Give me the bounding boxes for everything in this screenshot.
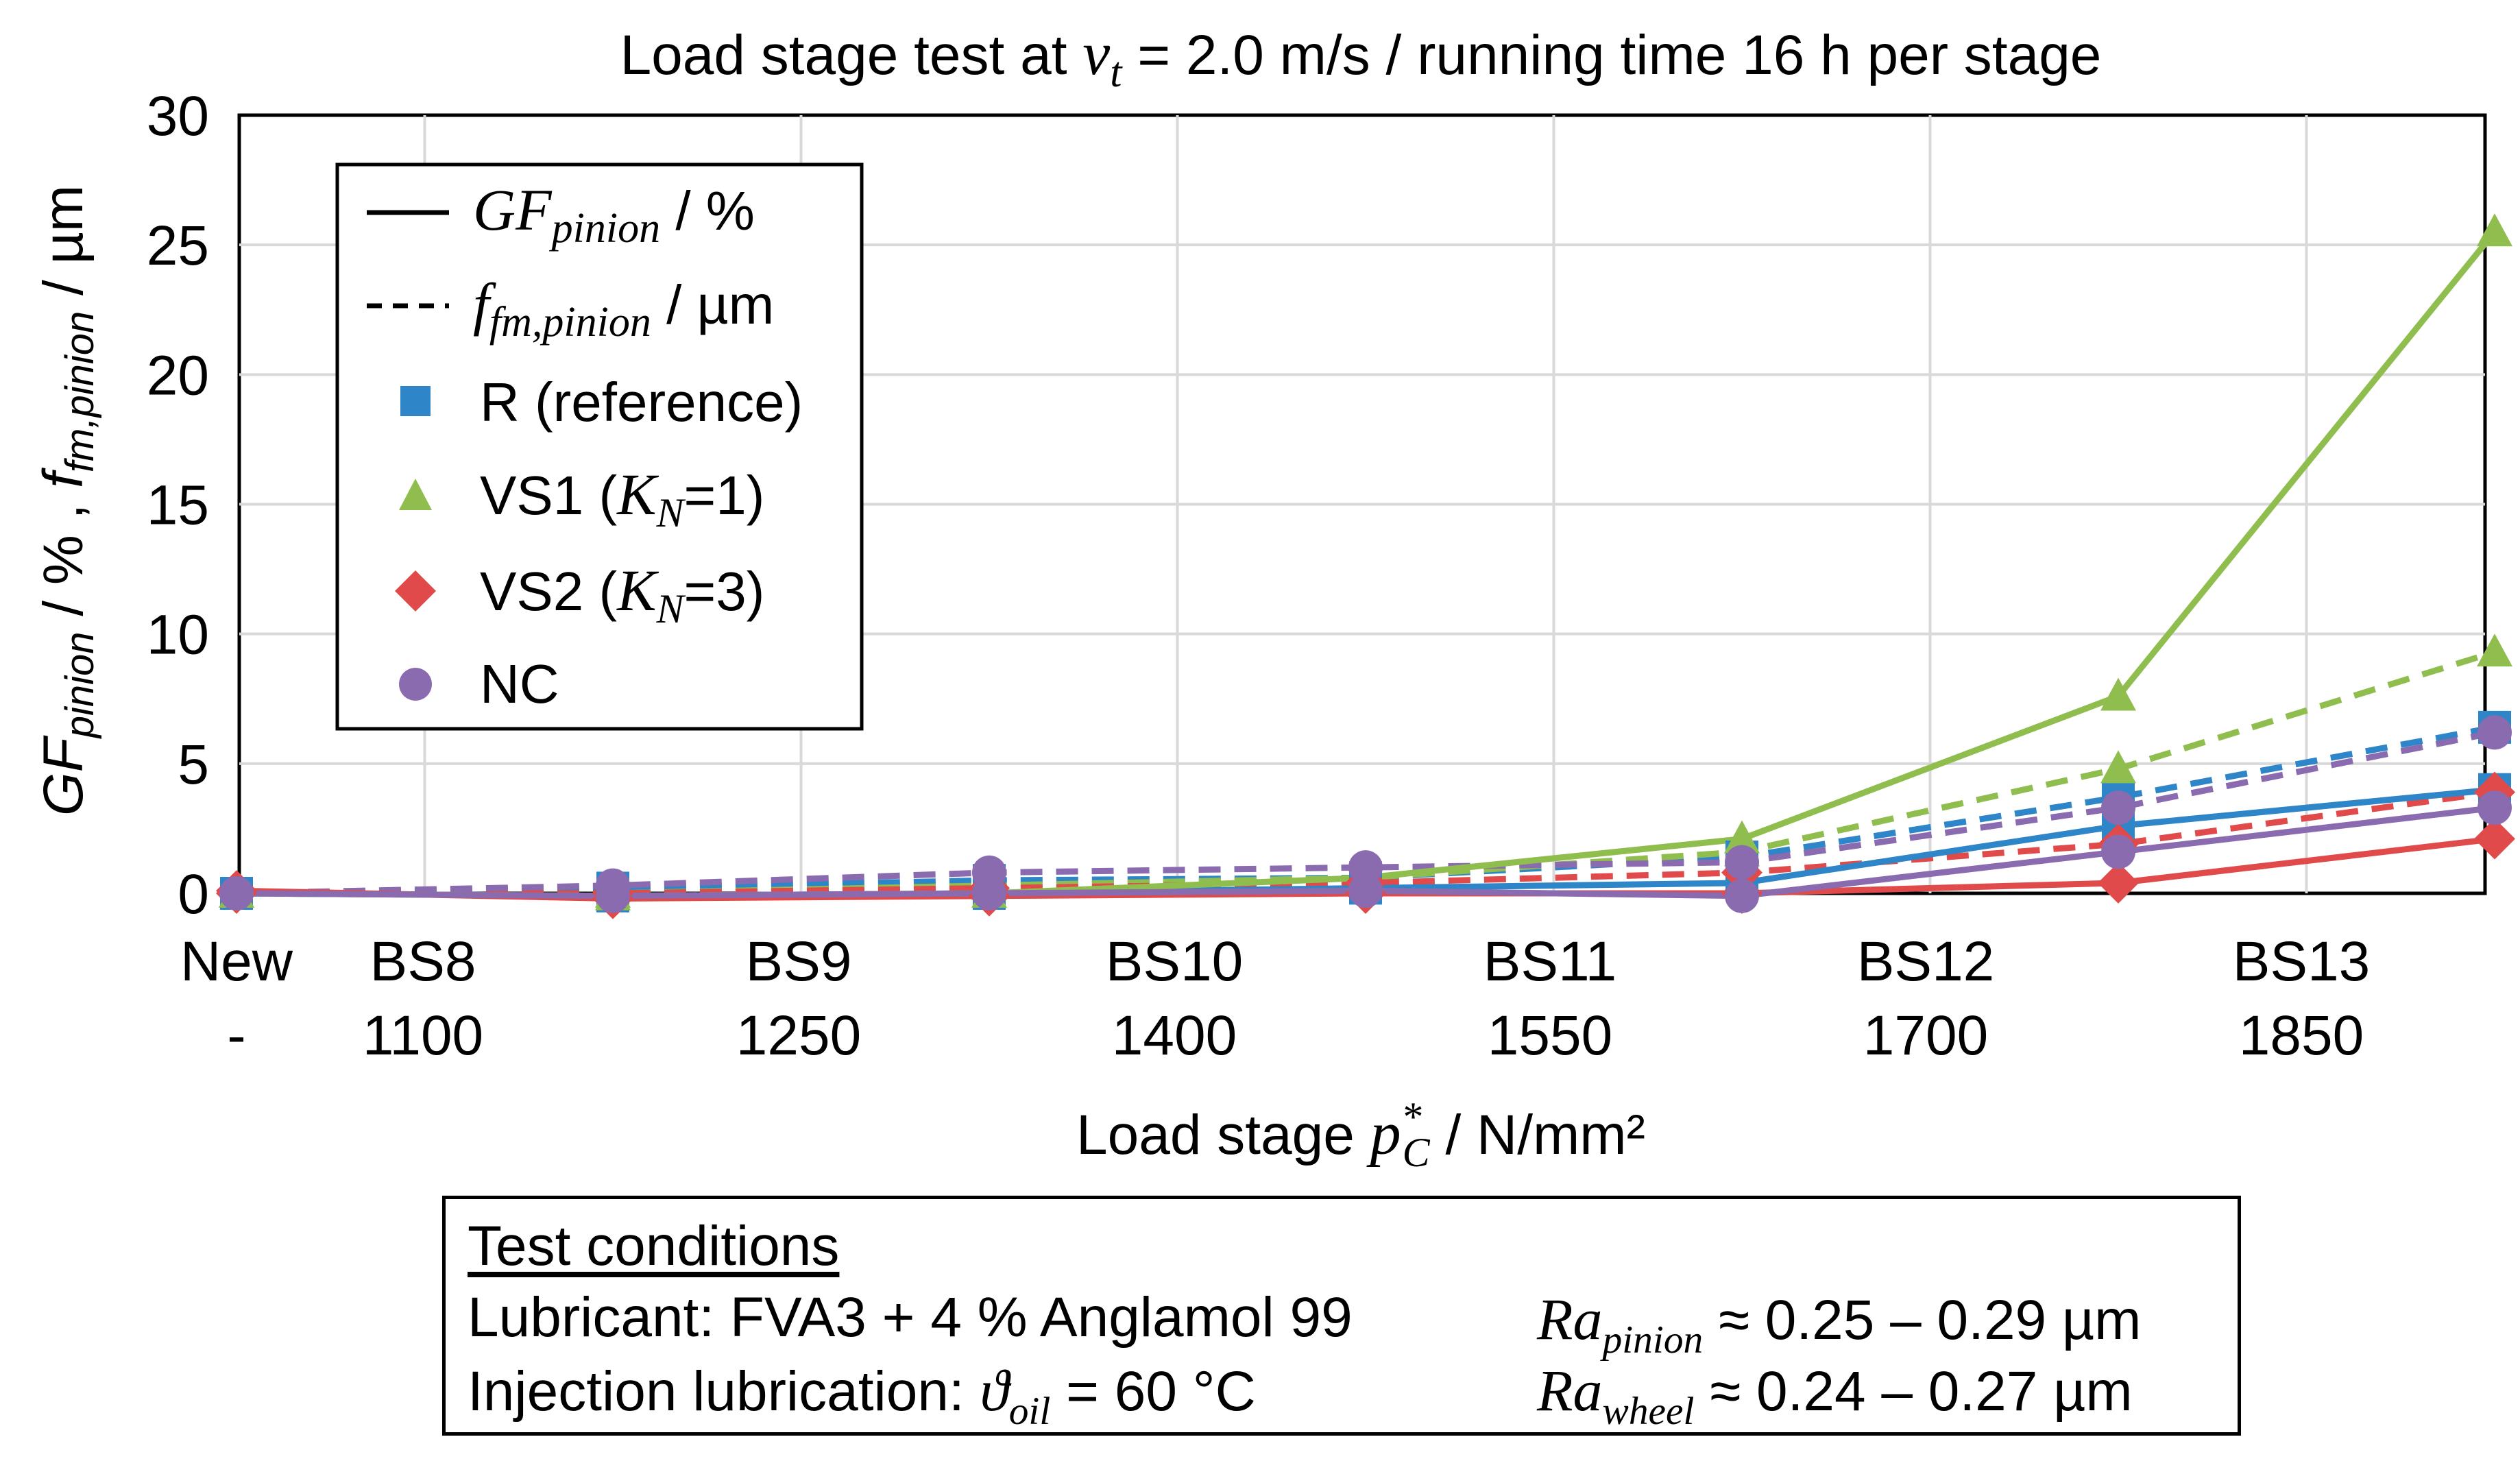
data-point-triangle [2100,750,2136,784]
legend-gf-label: GFpinion / % [473,177,755,252]
y-tick-label: 25 [147,215,209,277]
injection-lubrication-text: Injection lubrication: ϑoil = 60 °C [468,1357,1256,1434]
data-point-circle [972,855,1006,890]
legend-vs1-label: VS1 (KN=1) [480,461,764,535]
chart-title: Load stage test at vt = 2.0 m/s / runnin… [620,20,2102,96]
x-tick-label-pressure: 1100 [363,1004,483,1067]
data-point-triangle [2477,633,2512,667]
legend: GFpinion / % ffm,pinion / µm R (referenc… [335,162,864,731]
x-tick-label-pressure: 1850 [2239,1004,2364,1067]
x-tick-label-pressure: 1400 [1112,1004,1237,1067]
x-axis-label: Load stage p* C / N/mm² [1076,1094,1645,1175]
data-point-circle [596,868,630,903]
x-tick-label-pressure: 1550 [1488,1004,1612,1067]
x-tick-label-stage: BS11 [1483,930,1617,993]
data-point-circle [219,876,254,910]
x-tick-label-stage: BS12 [1857,930,1995,993]
y-tick-label: 30 [147,85,209,147]
legend-diamond-marker [395,570,436,612]
legend-circle-marker [399,668,432,701]
y-tick-label: 10 [147,604,209,666]
legend-square-marker [400,386,431,416]
data-point-triangle [2100,677,2136,711]
lubricant-text: Lubricant: FVA3 + 4 % Anglamol 99 [468,1286,1353,1349]
test-conditions-title: Test conditions [468,1215,840,1277]
data-point-circle [2477,715,2512,750]
data-point-circle [2477,790,2512,825]
y-tick-label: 5 [178,734,209,796]
legend-ffm-label: ffm,pinion / µm [473,271,774,346]
x-tick-label-pressure: 1700 [1863,1004,1988,1067]
legend-r-label: R (reference) [480,372,803,433]
y-tick-label: 20 [147,344,209,407]
data-point-circle [1348,850,1383,885]
data-point-circle [1725,845,1759,880]
legend-vs2-label: VS2 (KN=3) [480,557,764,631]
data-point-diamond [2474,818,2515,860]
y-axis-label: GFpinion / % , ffm,pinion / µm [32,185,102,816]
x-tick-label-stage: BS9 [746,930,852,993]
x-axis-ticks: New BS8 BS9 BS10 BS11 BS12 BS13 - 1100 1250 1400 15… [180,930,2370,1067]
legend-triangle-marker [399,479,432,510]
x-tick-label-pressure: 1250 [736,1004,861,1067]
x-tick-label-stage: BS10 [1106,930,1244,993]
legend-nc-label: NC [480,653,559,714]
ra-wheel-text: Rawheel ≈ 0.24 – 0.27 µm [1537,1357,2133,1434]
data-point-diamond [2098,862,2139,904]
x-tick-label-stage: BS13 [2233,930,2371,993]
ra-pinion-text: Rapinion ≈ 0.25 – 0.29 µm [1537,1286,2142,1362]
data-point-circle [2101,834,2135,869]
y-axis-ticks: 0 5 10 15 20 25 30 [147,85,209,926]
data-point-circle [2101,790,2135,825]
x-tick-label-pressure: - [227,1004,245,1067]
x-tick-label-stage: New [180,930,293,993]
data-point-triangle [2477,213,2512,247]
x-tick-label-stage: BS8 [370,930,476,993]
series-markers [216,213,2515,919]
legend-box [335,162,864,731]
test-conditions-box: Test conditions Lubricant: FVA3 + 4 % An… [442,1196,2241,1436]
y-tick-label: 0 [178,863,209,926]
y-tick-label: 15 [147,474,209,537]
data-point-circle [1725,878,1759,913]
